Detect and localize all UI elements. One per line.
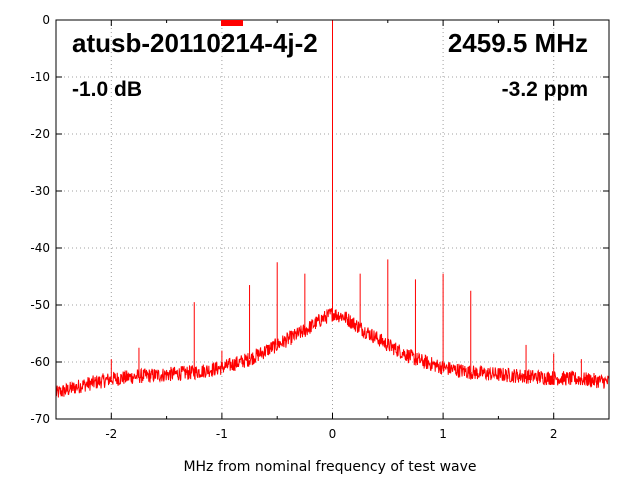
y-tick-label: 0 xyxy=(42,13,50,27)
plot-border xyxy=(55,19,610,420)
x-axis-label: MHz from nominal frequency of test wave xyxy=(183,459,476,475)
level-label: -1.0 dB xyxy=(72,78,142,101)
y-tick-label: -30 xyxy=(30,184,50,198)
chart-title: atusb-20110214-4j-2 xyxy=(72,28,318,58)
noise-floor-trace xyxy=(55,308,610,398)
x-tick-label: 2 xyxy=(550,427,558,441)
y-tick-label: -20 xyxy=(30,127,50,141)
x-tick-label: 0 xyxy=(329,427,337,441)
y-tick-label: -50 xyxy=(30,298,50,312)
x-tick-label: -2 xyxy=(105,427,117,441)
y-tick-label: -60 xyxy=(30,355,50,369)
y-tick-label: -40 xyxy=(30,241,50,255)
y-tick-label: -70 xyxy=(30,412,50,426)
ppm-label: -3.2 ppm xyxy=(502,78,588,101)
spur-lines xyxy=(110,20,582,380)
legend-swatch xyxy=(221,20,243,26)
x-tick-label: -1 xyxy=(216,427,228,441)
frequency-label: 2459.5 MHz xyxy=(448,28,588,58)
y-tick-label: -10 xyxy=(30,70,50,84)
x-tick-label: 1 xyxy=(439,427,447,441)
